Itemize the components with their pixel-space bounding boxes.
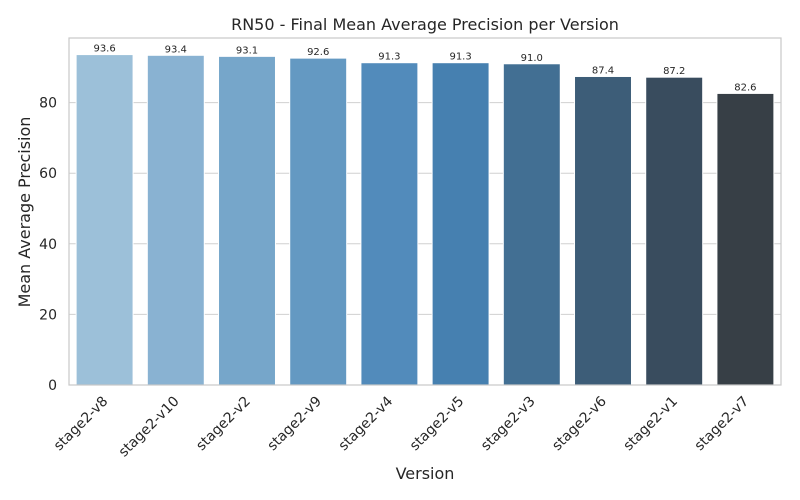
y-tick-label: 60 (39, 166, 57, 182)
bar-value-label: 93.1 (236, 45, 258, 56)
bar-stage2-v2 (218, 55, 276, 386)
bar-value-label: 87.4 (592, 65, 614, 76)
bar-value-label: 92.6 (307, 47, 329, 58)
y-tick-label: 40 (39, 237, 57, 253)
bar-stage2-v7 (716, 92, 775, 386)
y-tick-label: 20 (39, 307, 57, 323)
x-tick-label: stage2-v5 (407, 394, 468, 455)
y-tick-label: 80 (39, 96, 57, 112)
x-tick-label: stage2-v9 (264, 394, 325, 455)
x-tick-label: stage2-v10 (116, 394, 183, 461)
data-labels: 93.6 93.4 93.1 92.6 91.3 91.3 91.0 87.4 87.2 82.6 (93, 44, 756, 94)
x-tick-label: stage2-v2 (193, 394, 254, 455)
y-axis-ticks: 0 20 40 60 80 (39, 96, 57, 394)
bars (75, 54, 775, 386)
bar-stage2-v10 (146, 54, 205, 386)
y-axis-label: Mean Average Precision (15, 117, 34, 308)
x-tick-label: stage2-v8 (51, 394, 112, 455)
bar-value-label: 91.0 (521, 53, 543, 64)
chart-title: RN50 - Final Mean Average Precision per … (231, 15, 619, 34)
x-tick-label: stage2-v4 (336, 393, 397, 454)
y-tick-label: 0 (48, 378, 57, 394)
bar-stage2-v3 (502, 63, 561, 386)
bar-value-label: 93.4 (165, 44, 187, 55)
bar-value-label: 93.6 (93, 44, 115, 55)
plot-frame (68, 37, 782, 386)
bar-value-label: 91.3 (378, 52, 400, 63)
bar-stage2-v5 (431, 62, 490, 386)
x-tick-label: stage2-v1 (620, 394, 681, 455)
bar-value-label: 91.3 (449, 52, 471, 63)
bar-stage2-v1 (645, 76, 704, 386)
bar-stage2-v6 (574, 75, 632, 386)
x-axis-label: Version (396, 464, 455, 483)
x-tick-label: stage2-v3 (478, 394, 539, 455)
bar-stage2-v8 (75, 54, 134, 386)
x-axis-ticks: stage2-v8 stage2-v10 stage2-v2 stage2-v9 sta… (51, 393, 752, 460)
x-tick-label: stage2-v6 (549, 393, 610, 454)
bar-value-label: 82.6 (734, 82, 756, 93)
bar-stage2-v9 (289, 57, 348, 386)
bar-stage2-v4 (360, 62, 419, 386)
bar-value-label: 87.2 (663, 66, 685, 77)
x-tick-label: stage2-v7 (692, 394, 753, 455)
